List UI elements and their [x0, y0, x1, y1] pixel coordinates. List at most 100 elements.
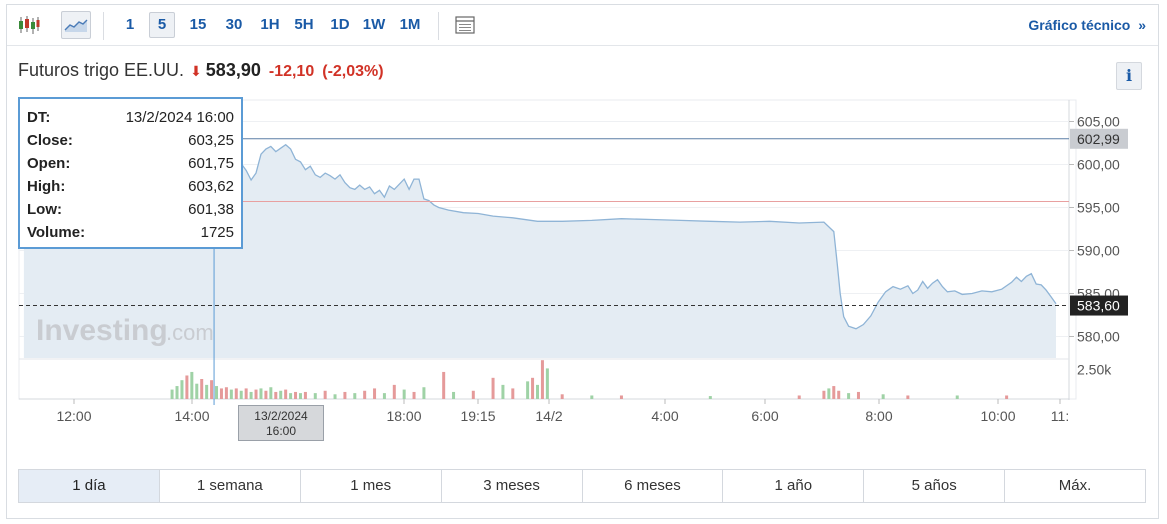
range-button-0[interactable]: 1 día	[19, 470, 160, 502]
tooltip-value: 601,75	[188, 155, 234, 172]
range-button-7[interactable]: Máx.	[1058, 477, 1092, 494]
volume-bar	[313, 393, 317, 399]
volume-bar	[422, 387, 426, 399]
tooltip-value: 603,25	[188, 132, 234, 149]
interval-button-15[interactable]: 15	[189, 16, 207, 33]
volume-bar	[259, 388, 263, 399]
volume-bar	[363, 390, 367, 399]
interval-button-1w[interactable]: 1W	[362, 16, 386, 33]
volume-bar	[501, 384, 505, 399]
x-tick-label: 14/2	[535, 408, 562, 424]
technical-chart-link[interactable]: Gráfico técnico »	[1028, 17, 1146, 33]
data-tooltip: DT: 13/2/2024 16:00 Close: 603,25 Open: 601,7…	[18, 97, 243, 249]
volume-bar	[560, 394, 564, 399]
volume-bar	[452, 391, 456, 399]
volume-bar	[323, 390, 327, 399]
interval-button-30[interactable]: 30	[225, 16, 243, 33]
y-tick-label: 600,00	[1077, 157, 1120, 173]
volume-bar	[264, 390, 268, 399]
candlestick-chart-icon[interactable]	[15, 11, 43, 39]
volume-bar	[906, 395, 910, 399]
price-area	[23, 136, 1056, 358]
crosshair-x-label: 13/2/2024 16:00	[238, 405, 324, 441]
volume-bar	[205, 384, 209, 399]
crosshair-time: 16:00	[265, 424, 297, 438]
tooltip-row: Low: 601,38	[27, 199, 234, 222]
tooltip-value: 603,62	[188, 178, 234, 195]
volume-bar	[224, 387, 228, 399]
x-tick-label: 10:00	[980, 408, 1015, 424]
volume-bar	[545, 368, 549, 399]
volume-bar	[195, 383, 199, 399]
interval-button-5[interactable]: 5	[149, 12, 175, 38]
range-button-1[interactable]: 1 semana	[160, 470, 301, 502]
tooltip-key: Close:	[27, 132, 73, 149]
volume-bar	[402, 389, 406, 399]
volume-bar	[1005, 395, 1009, 399]
volume-bar	[382, 393, 386, 399]
volume-bar	[856, 391, 860, 399]
volume-bar	[279, 390, 283, 399]
toolbar-separator	[438, 12, 439, 40]
arrow-down-icon: ⬇	[190, 63, 202, 79]
interval-button-1h[interactable]: 1H	[260, 16, 280, 33]
range-button-3[interactable]: 3 meses	[442, 470, 583, 502]
last-price-label-box	[1070, 295, 1128, 316]
price-change: -12,10	[268, 63, 315, 80]
volume-bar	[303, 391, 307, 399]
tooltip-row: DT: 13/2/2024 16:00	[27, 107, 234, 130]
cursor-level-label-box	[1070, 128, 1128, 149]
interval-button-1m[interactable]: 1M	[399, 16, 421, 33]
x-tick-label: 8:00	[865, 408, 892, 424]
tooltip-value: 1725	[200, 224, 234, 241]
x-tick-label: 14:00	[174, 408, 209, 424]
last-price-label: 583,60	[1077, 298, 1120, 314]
range-button-6[interactable]: 5 años	[864, 470, 1006, 502]
volume-bar	[847, 393, 851, 399]
volume-bar	[412, 391, 416, 399]
range-button-4[interactable]: 6 meses	[583, 470, 724, 502]
tooltip-value: 13/2/2024 16:00	[125, 109, 234, 126]
volume-bar	[284, 389, 288, 399]
interval-button-1d[interactable]: 1D	[330, 16, 350, 33]
range-button-5[interactable]: 1 año	[723, 470, 865, 502]
volume-tick-label: 2.50k	[1077, 362, 1112, 378]
volume-bar	[881, 394, 885, 399]
volume-bar	[343, 391, 347, 399]
info-button[interactable]: i	[1116, 62, 1142, 90]
tooltip-key: Volume:	[27, 224, 86, 241]
instrument-name: Futuros trigo EE.UU.	[18, 60, 185, 80]
volume-bar	[526, 381, 530, 399]
volume-bar	[373, 388, 377, 399]
volume-bar	[190, 371, 194, 399]
x-tick-label: 19:15	[460, 408, 495, 424]
volume-bar	[200, 379, 204, 399]
table-view-icon[interactable]	[451, 11, 479, 39]
volume-bar	[175, 386, 179, 399]
volume-bar	[298, 393, 302, 399]
quote-header: Futuros trigo EE.UU. ⬇ 583,90 -12,10 (-2…	[18, 60, 384, 84]
range-button-2[interactable]: 1 mes	[301, 470, 442, 502]
volume-bar	[219, 388, 223, 399]
volume-bar	[353, 393, 357, 399]
area-chart-icon[interactable]	[61, 11, 91, 39]
tooltip-value: 601,38	[188, 201, 234, 218]
volume-bar	[170, 389, 174, 399]
volume-bar	[491, 377, 495, 399]
x-tick-label: 4:00	[651, 408, 678, 424]
volume-bar	[832, 386, 836, 399]
volume-bar	[289, 393, 293, 399]
volume-bar	[215, 386, 219, 399]
volume-bar	[531, 377, 535, 399]
interval-button-5h[interactable]: 5H	[294, 16, 314, 33]
volume-bar	[827, 388, 831, 399]
y-tick-label: 605,00	[1077, 114, 1120, 130]
volume-bar	[185, 375, 189, 399]
interval-button-1[interactable]: 1	[125, 16, 135, 33]
x-tick-label: 18:00	[386, 408, 421, 424]
volume-bar	[249, 391, 253, 399]
volume-bar	[442, 371, 446, 399]
tooltip-key: Low:	[27, 201, 62, 218]
volume-bar	[269, 387, 273, 399]
